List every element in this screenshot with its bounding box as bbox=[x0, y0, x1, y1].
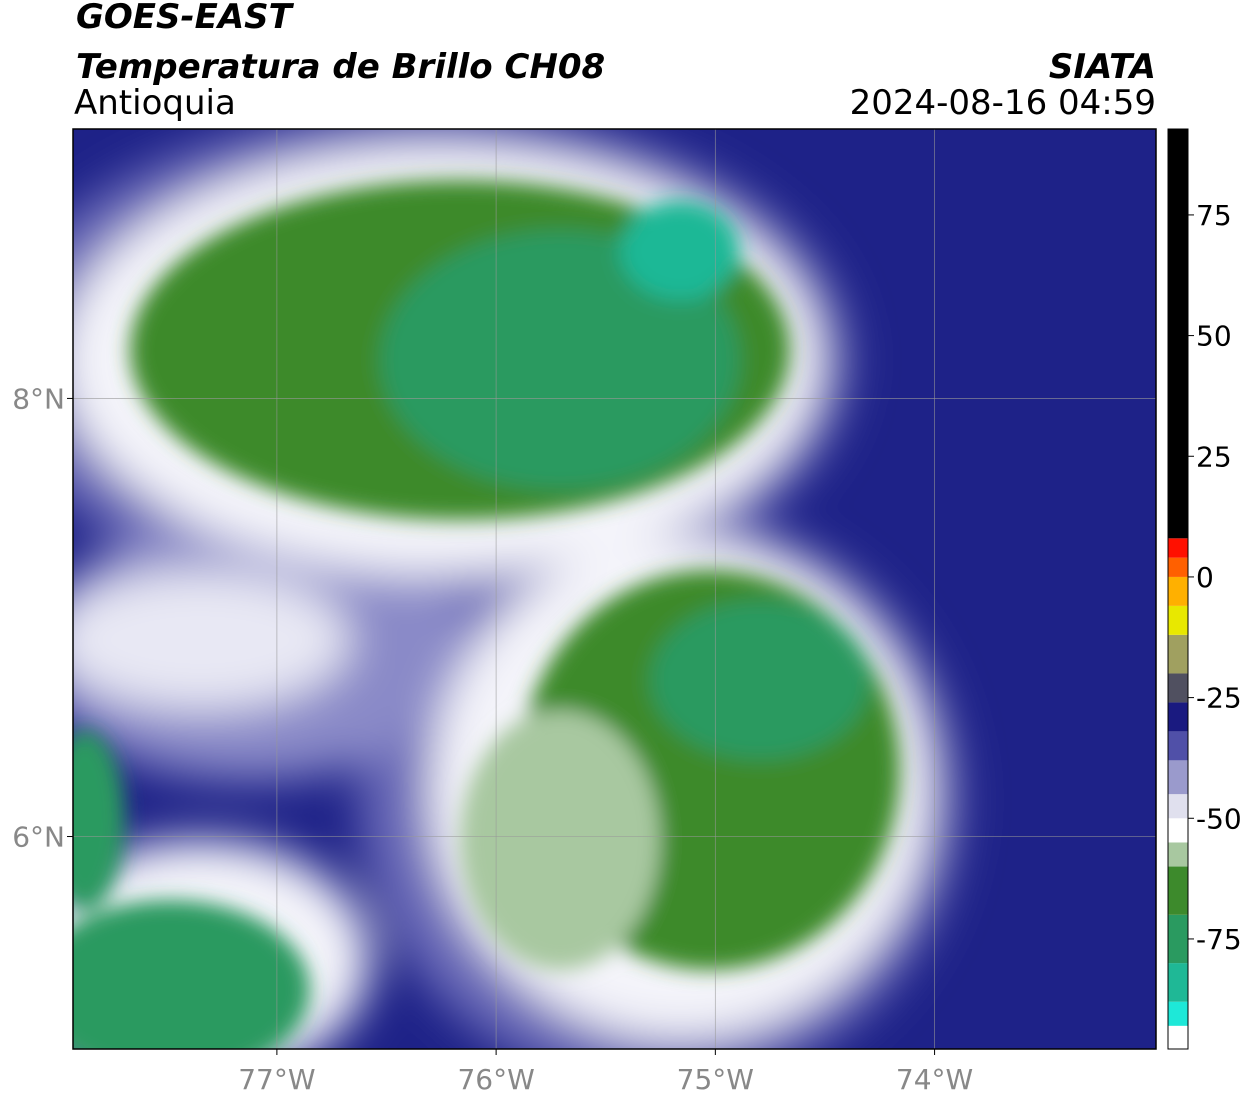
x-tick-label: 77°W bbox=[238, 1063, 315, 1096]
x-tick-label: 76°W bbox=[457, 1063, 534, 1096]
colorbar-tick-label: -75 bbox=[1196, 923, 1242, 956]
colorbar-level bbox=[1168, 866, 1188, 915]
imagery bbox=[73, 129, 1156, 1049]
colorbar-tick-label: -50 bbox=[1196, 802, 1242, 835]
colorbar-level bbox=[1168, 129, 1188, 539]
colorbar-level bbox=[1168, 634, 1188, 674]
colorbar-level bbox=[1168, 538, 1188, 558]
region-title: Antioquia bbox=[74, 83, 236, 123]
satellite-title: GOES-EAST bbox=[76, 0, 295, 37]
product-title: Temperatura de Brillo CH08 bbox=[76, 47, 605, 87]
colorbar-level bbox=[1168, 760, 1188, 795]
colorbar-frame bbox=[1167, 128, 1189, 1050]
colorbar-level bbox=[1168, 842, 1188, 867]
source-title: SIATA bbox=[1049, 47, 1156, 87]
map-frame bbox=[72, 128, 1157, 1050]
colorbar-tick-label: 75 bbox=[1196, 199, 1232, 232]
colorbar-level bbox=[1168, 914, 1188, 964]
colorbar-level bbox=[1168, 731, 1188, 761]
colorbar-tick-label: 50 bbox=[1196, 320, 1232, 353]
colorbar-level bbox=[1168, 818, 1188, 843]
x-tick-label: 75°W bbox=[677, 1063, 754, 1096]
colorbar-level bbox=[1168, 963, 1188, 1002]
colorbar-tick-label: 0 bbox=[1196, 561, 1214, 594]
y-tick-label: 8°N bbox=[12, 382, 65, 415]
colorbar-level bbox=[1168, 576, 1188, 606]
colorbar-level bbox=[1168, 557, 1188, 577]
colorbar-level bbox=[1168, 1001, 1188, 1026]
colorbar-tick-label: -25 bbox=[1196, 682, 1242, 715]
colorbar-level bbox=[1168, 794, 1188, 819]
x-tick-label: 74°W bbox=[896, 1063, 973, 1096]
colorbar-level bbox=[1168, 702, 1188, 732]
colorbar-level bbox=[1168, 605, 1188, 635]
colorbar-level bbox=[1168, 1025, 1188, 1049]
y-tick-label: 6°N bbox=[12, 821, 65, 854]
datetime: 2024-08-16 04:59 bbox=[850, 83, 1156, 123]
colorbar-level bbox=[1168, 673, 1188, 703]
grid bbox=[73, 129, 1156, 1049]
colorbar-tick-label: 25 bbox=[1196, 440, 1232, 473]
